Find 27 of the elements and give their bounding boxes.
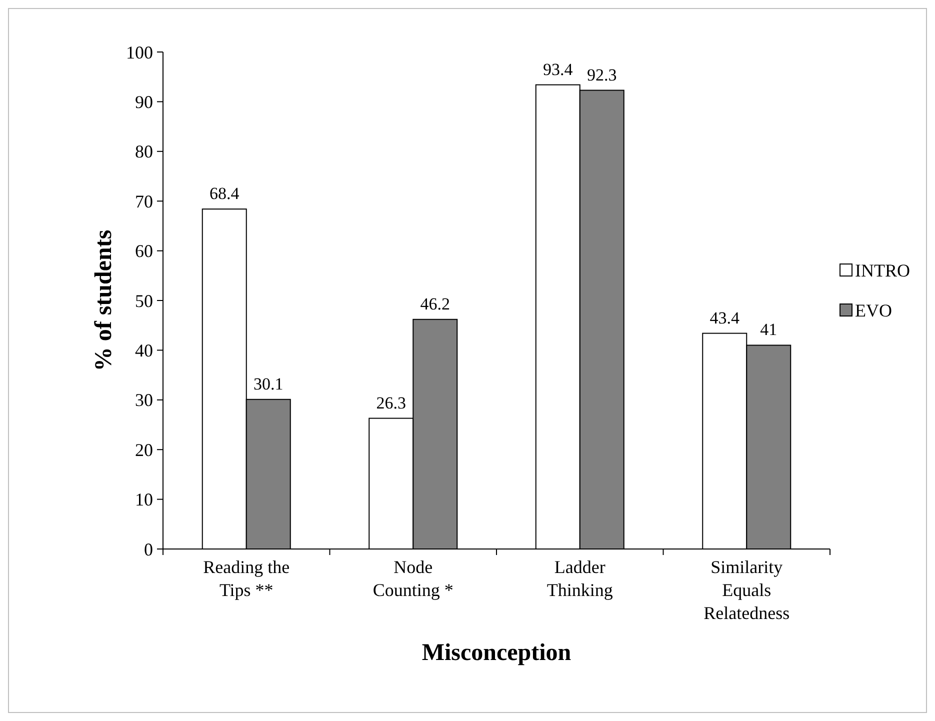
- y-tick-label: 60: [135, 241, 153, 262]
- data-label: 30.1: [254, 374, 284, 394]
- y-tick-label: 90: [135, 92, 153, 112]
- y-tick-label: 100: [126, 42, 153, 62]
- y-tick-label: 30: [135, 390, 153, 410]
- legend-label: EVO: [855, 300, 892, 320]
- x-tick-label: Reading the Tips **: [203, 557, 290, 600]
- x-axis-title: Misconception: [422, 640, 572, 666]
- y-tick-label: 80: [135, 142, 153, 162]
- y-tick-label: 10: [135, 490, 153, 510]
- data-label: 43.4: [710, 308, 740, 328]
- data-label: 92.3: [587, 65, 617, 84]
- data-label: 46.2: [420, 294, 450, 314]
- x-tick-label: Node Counting *: [372, 557, 454, 600]
- legend-label: INTRO: [855, 260, 910, 280]
- y-axis-title: % of students: [91, 230, 117, 372]
- data-label: 41: [760, 320, 778, 340]
- y-tick-label: 70: [135, 191, 153, 212]
- data-label: 68.4: [210, 184, 240, 204]
- x-tick-label: Ladder Thinking: [546, 557, 613, 600]
- y-tick-label: 50: [135, 290, 153, 311]
- y-tick-label: 0: [144, 539, 153, 560]
- data-label: 93.4: [543, 60, 574, 79]
- data-label: 26.3: [376, 393, 406, 412]
- y-tick-label: 20: [135, 440, 153, 460]
- x-tick-label: Similarity Equals Relatedness: [704, 557, 790, 623]
- y-tick-label: 40: [135, 340, 153, 360]
